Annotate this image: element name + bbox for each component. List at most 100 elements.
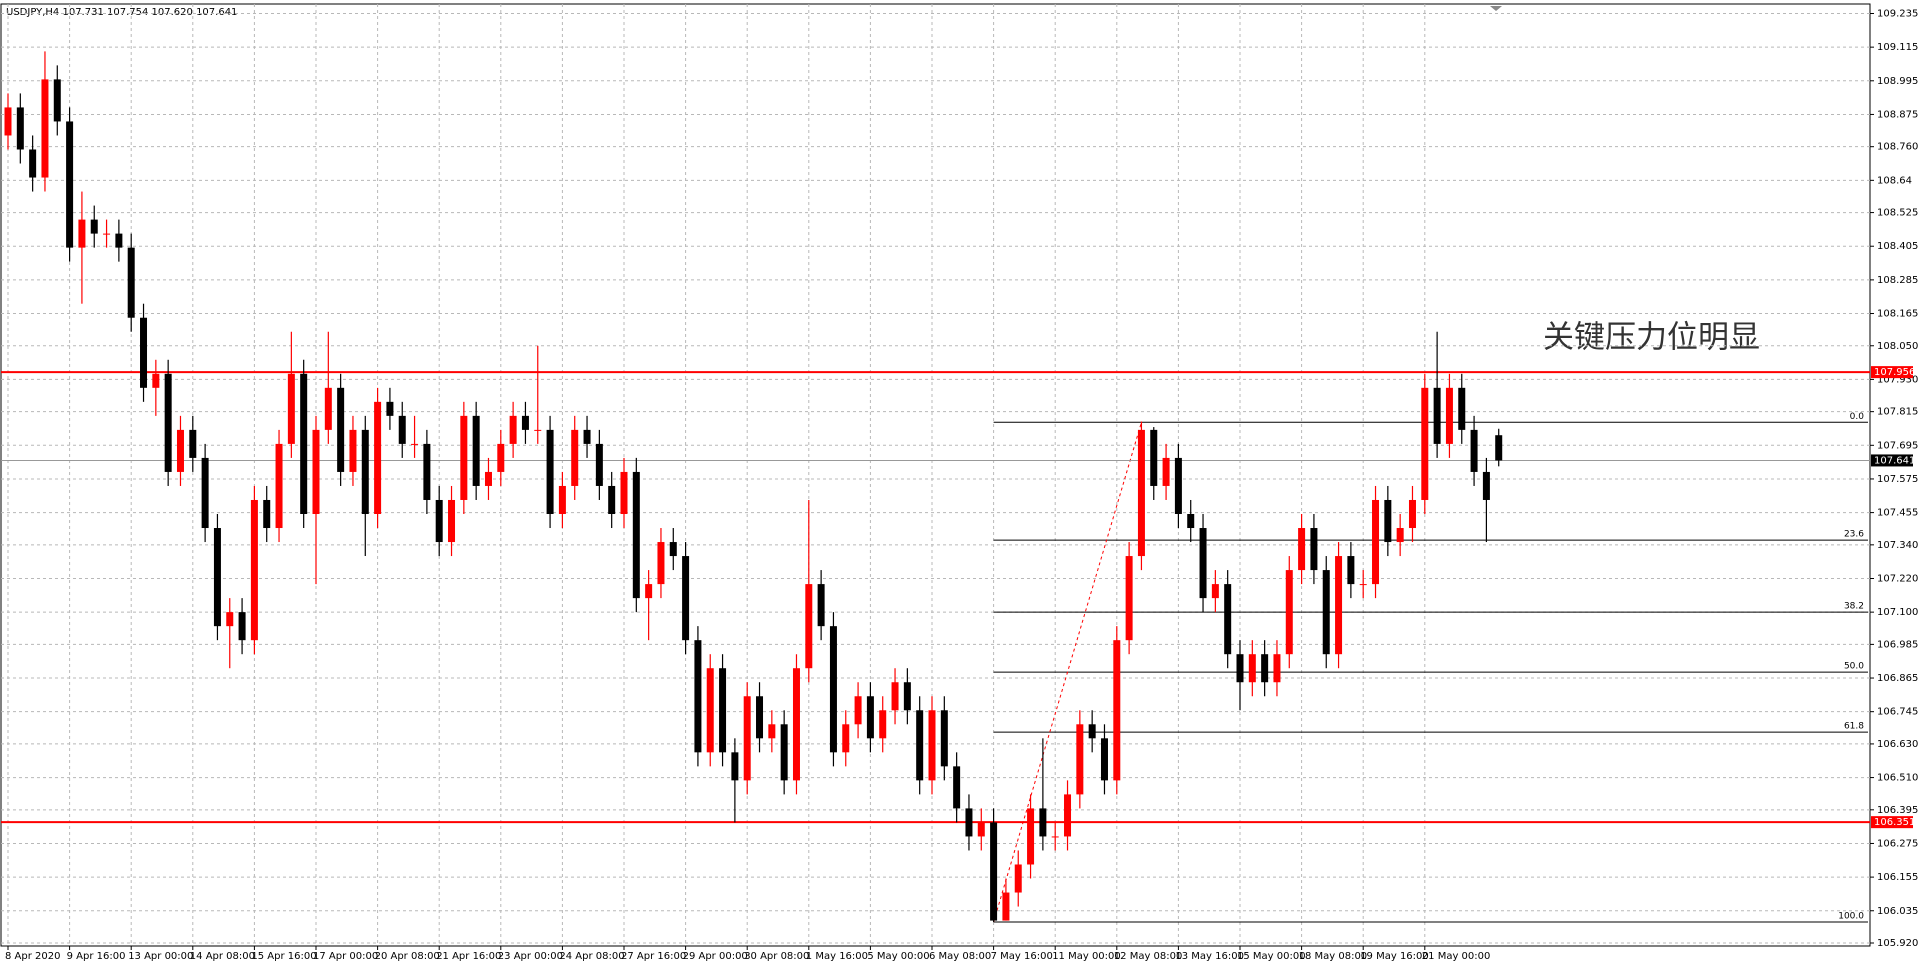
candle-body <box>1495 435 1503 461</box>
candle-body <box>1064 794 1072 837</box>
candle-body <box>448 499 456 543</box>
annotation: 关键压力位明显 <box>1543 320 1760 356</box>
candle-body <box>1347 556 1355 585</box>
x-tick-label: 29 Apr 00:00 <box>683 951 748 962</box>
candle-body <box>1199 528 1207 599</box>
candle-body <box>1408 499 1416 529</box>
candle-body <box>509 415 517 444</box>
chart-title: USDJPY,H4 107.731 107.754 107.620 107.64… <box>6 7 237 18</box>
price-label: 107.641 <box>1874 455 1915 466</box>
x-tick-label: 18 May 08:00 <box>1299 951 1368 962</box>
candle-body <box>521 415 529 430</box>
x-tick-label: 24 Apr 08:00 <box>559 951 624 962</box>
candle-body <box>398 415 406 444</box>
candle-body <box>4 107 12 136</box>
candle-body <box>953 766 961 809</box>
candle-body <box>1445 387 1453 444</box>
candle-body <box>866 696 874 739</box>
fib-label: 100.0 <box>1838 911 1864 921</box>
candle-body <box>152 373 160 388</box>
y-tick-label: 106.745 <box>1877 707 1918 718</box>
candle-body <box>1470 429 1478 472</box>
x-tick-label: 13 Apr 00:00 <box>128 951 193 962</box>
candle-body <box>1359 584 1367 586</box>
candle-body <box>140 317 148 388</box>
candle-body <box>756 696 764 739</box>
x-tick-label: 20 Apr 08:00 <box>375 951 440 962</box>
candle-body <box>324 387 332 430</box>
candle-body <box>891 682 899 711</box>
candle-body <box>164 373 172 472</box>
candle-body <box>1002 892 1010 921</box>
level-tag <box>1871 816 1913 829</box>
y-tick-label: 108.405 <box>1877 241 1918 252</box>
candle-body <box>1162 457 1170 486</box>
candle-body <box>361 429 369 514</box>
candle-body <box>1014 864 1022 893</box>
y-tick-label: 107.455 <box>1877 508 1918 519</box>
candle-body <box>1051 836 1059 838</box>
candle-body <box>879 710 887 739</box>
y-tick-label: 107.100 <box>1877 607 1918 618</box>
x-tick-label: 30 Apr 08:00 <box>744 951 809 962</box>
candle-body <box>595 443 603 486</box>
y-tick-label: 109.235 <box>1877 9 1918 20</box>
candle-body <box>263 499 271 529</box>
candle-body <box>312 429 320 514</box>
fib-trend <box>993 422 1142 923</box>
y-tick-label: 107.695 <box>1877 440 1918 451</box>
candle-body <box>977 822 985 837</box>
x-tick-label: 13 May 16:00 <box>1175 951 1244 962</box>
candle-body <box>1322 570 1330 655</box>
candle-body <box>792 668 800 781</box>
candle-body <box>990 822 998 921</box>
x-tick-label: 15 May 00:00 <box>1237 951 1306 962</box>
y-tick-label: 106.630 <box>1877 739 1918 750</box>
candle-body <box>645 584 653 599</box>
candle-body <box>29 149 37 178</box>
y-tick-label: 106.510 <box>1877 773 1918 784</box>
candle-body <box>275 443 283 529</box>
y-tick-label: 108.760 <box>1877 142 1918 153</box>
candle-body <box>706 668 714 753</box>
y-tick-label: 106.155 <box>1877 872 1918 883</box>
candle-body <box>657 542 665 585</box>
candle-body <box>337 387 345 472</box>
candle-body <box>743 696 751 781</box>
candle-body <box>1384 499 1392 543</box>
fib-label: 38.2 <box>1844 602 1864 612</box>
candle-body <box>1174 457 1182 514</box>
x-tick-label: 21 Apr 16:00 <box>436 951 501 962</box>
candle-body <box>928 710 936 781</box>
candle-body <box>201 457 209 529</box>
candle-body <box>411 443 419 445</box>
candle-body <box>1273 654 1281 683</box>
candle-body <box>423 443 431 500</box>
candle-body <box>497 443 505 472</box>
candle-body <box>608 485 616 514</box>
candle-body <box>854 696 862 725</box>
y-tick-label: 108.165 <box>1877 309 1918 320</box>
y-tick-label: 106.035 <box>1877 906 1918 917</box>
y-tick-label: 106.985 <box>1877 639 1918 650</box>
candle-body <box>238 612 246 641</box>
candle-body <box>1125 556 1133 641</box>
y-tick-label: 108.525 <box>1877 208 1918 219</box>
candle-body <box>484 471 492 486</box>
candle-body <box>1310 528 1318 571</box>
candle-body <box>731 752 739 781</box>
x-tick-label: 21 May 00:00 <box>1422 951 1491 962</box>
candle-body <box>1433 387 1441 444</box>
candle-body <box>41 79 49 178</box>
y-tick-label: 108.64 <box>1877 175 1912 186</box>
candle-body <box>53 79 61 122</box>
shift-marker <box>1490 6 1502 11</box>
x-tick-label: 9 Apr 16:00 <box>67 951 126 962</box>
candle-body <box>916 710 924 781</box>
y-tick-label: 107.575 <box>1877 474 1918 485</box>
candle-body <box>1458 387 1466 430</box>
candle-body <box>546 429 554 514</box>
candle-body <box>1335 556 1343 655</box>
candle-body <box>842 724 850 753</box>
